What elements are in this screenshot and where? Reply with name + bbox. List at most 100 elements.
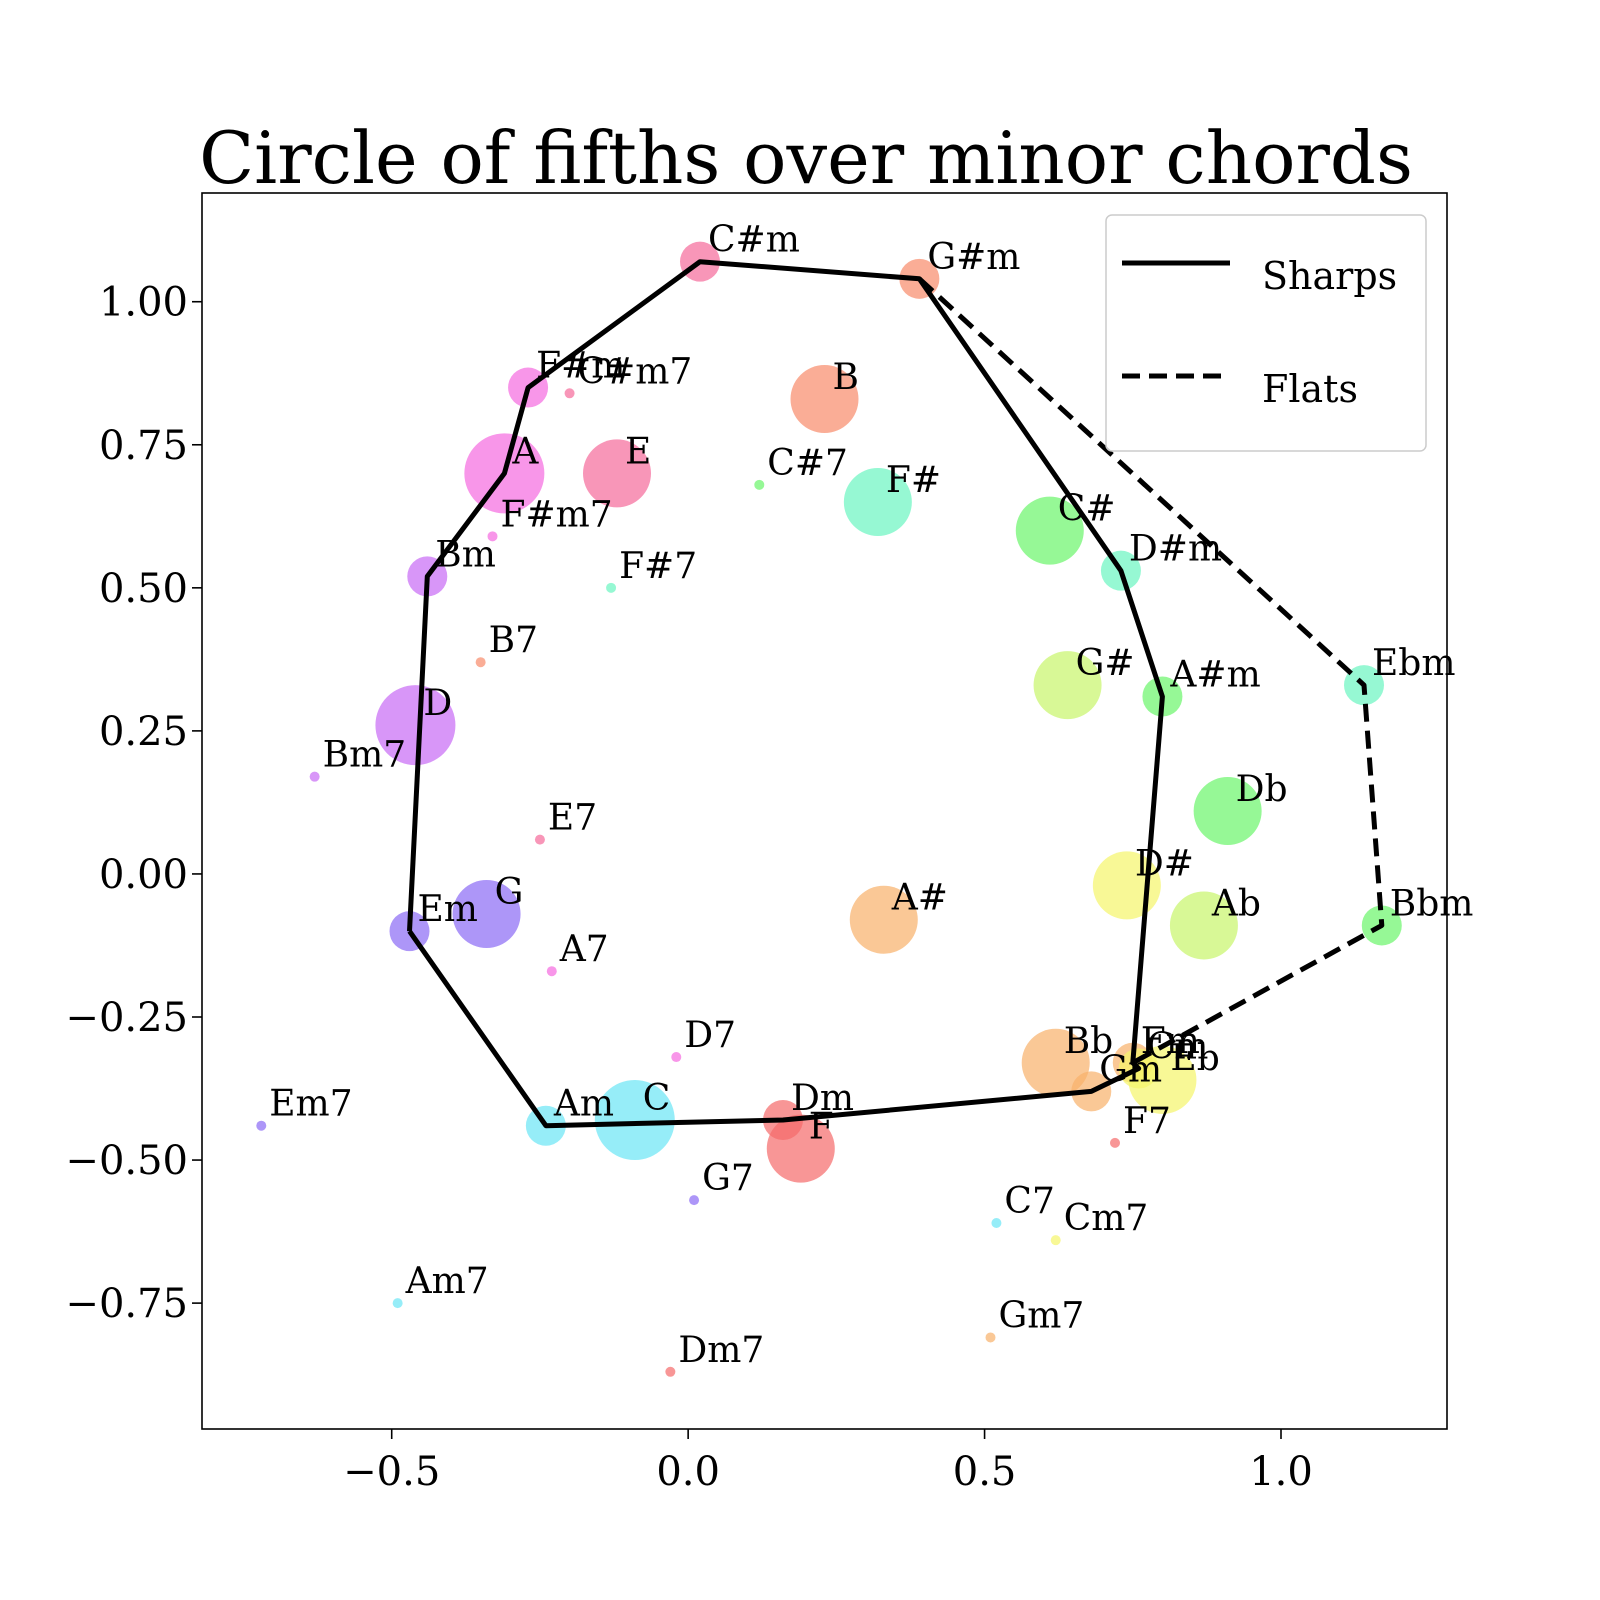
point-label: Bbm [1390,883,1474,924]
point-label: Dm7 [678,1330,764,1371]
point-label: C# [1058,489,1116,530]
point-label: D# [1135,843,1194,884]
data-point [991,1218,1002,1228]
data-point [790,365,859,433]
data-point [534,834,545,845]
data-point [843,468,912,536]
point-label: Bm [435,534,496,575]
point-label: C7 [1004,1181,1054,1222]
legend: Sharps Flats [1105,214,1427,452]
data-point [1128,1045,1197,1114]
point-label: Eb [1170,1038,1219,1079]
data-point [564,388,575,399]
point-label: Bm7 [323,735,407,776]
data-point [475,657,486,668]
point-label: A#m [1169,655,1260,696]
data-point [375,685,456,766]
point-label: Cm [1147,1027,1209,1068]
point-label: Am7 [405,1261,489,1302]
point-label: Gm7 [999,1295,1085,1336]
y-tick-label: −0.25 [65,995,188,1041]
point-label: G7 [702,1158,754,1199]
data-point [487,531,498,542]
point-label: G# [1076,643,1135,684]
point-label: C#7 [767,443,848,484]
point-label: C [643,1078,671,1119]
data-point [1021,1028,1090,1097]
data-point [606,582,617,593]
data-point [1193,777,1262,845]
point-label: C#m7 [578,351,693,392]
point-label: F# [886,460,941,501]
point-label: Gm [1099,1049,1162,1090]
data-point [1015,496,1084,565]
data-point [256,1120,267,1131]
data-point [546,966,557,977]
point-label: D [423,683,452,724]
data-point [1110,1137,1120,1148]
legend-label-sharps: Sharps [1262,254,1397,298]
y-tick-label: 0.75 [99,423,188,469]
data-point [754,479,765,490]
point-label: G [495,872,524,913]
point-label: D#m [1129,529,1222,570]
point-label: Cm7 [1064,1198,1149,1239]
x-tick-label: 1.0 [1249,1449,1313,1495]
data-point [452,880,521,948]
point-label: A7 [559,929,609,970]
y-tick-label: 0.50 [99,566,188,612]
data-point [665,1366,676,1377]
x-tick-label: −0.5 [343,1449,440,1495]
point-label: Ab [1211,883,1261,924]
series-line-flats [917,276,1385,1065]
point-label: F7 [1123,1101,1171,1142]
x-tick-label: 0.0 [656,1449,720,1495]
plot-area: C#m G#m C#m7F#m B A E C#7 F# F#m7 C# D#m Bm F#7 B7 G# A… [256,220,1473,1377]
data-point [1050,1235,1061,1246]
point-label: Fm [1141,1021,1200,1062]
point-label: Dm [791,1078,854,1119]
point-label: D7 [684,1015,736,1056]
data-point [766,1114,835,1183]
y-tick-label: 0.25 [99,709,188,755]
chart-title: Circle of fifths over minor chords [199,116,1413,200]
y-tick-label: −0.75 [65,1281,188,1327]
y-tick-label: 1.00 [99,280,188,326]
plot-frame [201,192,1448,1430]
point-label: F#7 [619,546,697,587]
point-label: Ebm [1372,643,1455,684]
point-label: Am [553,1084,614,1125]
series-line-sharps [407,259,1165,1129]
point-label: F [809,1107,834,1148]
point-label: Em [418,889,478,930]
point-label: B [833,357,859,398]
data-point [392,1298,403,1309]
y-tick-label: −0.50 [65,1138,188,1184]
data-point [689,1195,700,1206]
point-label: E7 [548,798,597,839]
point-label: A [511,431,539,472]
point-label: A# [891,878,948,919]
data-point [671,1052,682,1063]
point-label: Em7 [269,1084,352,1125]
point-label: C#m [708,220,800,261]
data-point [1169,891,1238,960]
data-point [849,885,918,954]
legend-label-flats: Flats [1262,367,1358,411]
point-label: B7 [489,620,538,661]
axes: −0.5 0.0 0.5 1.0 1.00 0.75 0.50 0.25 0.00 −0.25 −0… [65,280,1312,1495]
data-point [985,1332,996,1343]
y-tick-label: 0.00 [99,852,188,898]
point-label: F#m [536,346,625,387]
data-point [594,1080,675,1160]
point-label: Bb [1064,1021,1114,1062]
point-label: E [625,431,651,472]
data-point [309,771,320,782]
data-point [1033,651,1102,720]
legend-box [1105,214,1427,452]
point-label: G#m [927,237,1020,278]
point-label: F#m7 [501,494,613,535]
x-tick-label: 0.5 [953,1449,1017,1495]
point-label: Db [1236,769,1288,810]
